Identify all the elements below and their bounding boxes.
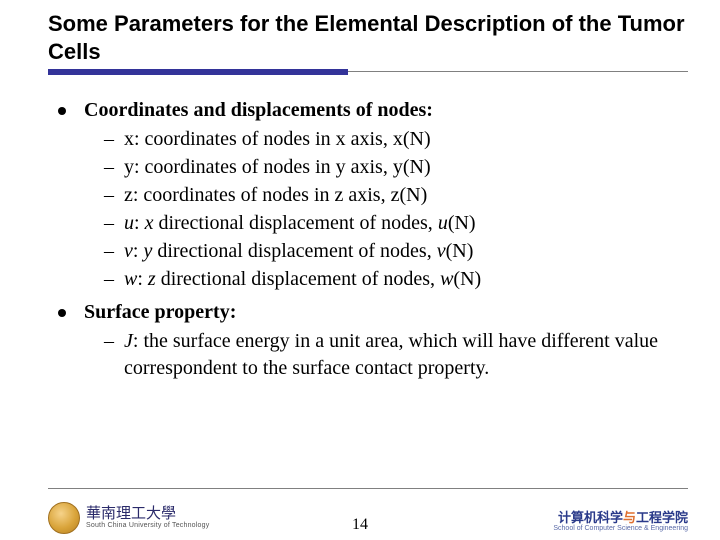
slide-body: Coordinates and displacements of nodes: … — [0, 79, 720, 382]
school-name-en: School of Computer Science & Engineering — [553, 525, 688, 532]
school-name-cn: 计算机科学与工程学院 — [553, 511, 688, 525]
slide-title: Some Parameters for the Elemental Descri… — [48, 10, 688, 65]
subitem: y: coordinates of nodes in y axis, y(N) — [104, 154, 680, 181]
subitem: u: x directional displacement of nodes, … — [104, 210, 680, 237]
bullet-heading: Coordinates and displacements of nodes: — [84, 99, 433, 121]
subitem: v: y directional displacement of nodes, … — [104, 238, 680, 265]
bullet-heading: Surface property: — [84, 301, 236, 323]
school-logo: 计算机科学与工程学院 School of Computer Science & … — [553, 511, 688, 532]
bullet-coordinates: Coordinates and displacements of nodes: … — [58, 97, 680, 293]
subitem: z: coordinates of nodes in z axis, z(N) — [104, 182, 680, 209]
subitem: w: z directional displacement of nodes, … — [104, 266, 680, 293]
title-area: Some Parameters for the Elemental Descri… — [0, 0, 720, 79]
footer-rule — [48, 488, 688, 489]
slide: Some Parameters for the Elemental Descri… — [0, 0, 720, 540]
subitem: J: the surface energy in a unit area, wh… — [104, 328, 680, 382]
title-underline — [48, 69, 688, 79]
title-underline-thin — [348, 71, 688, 72]
subitem: x: coordinates of nodes in x axis, x(N) — [104, 126, 680, 153]
footer: 華南理工大學 South China University of Technol… — [0, 488, 720, 540]
bullet-surface: Surface property: J: the surface energy … — [58, 299, 680, 382]
title-underline-thick — [48, 69, 348, 75]
